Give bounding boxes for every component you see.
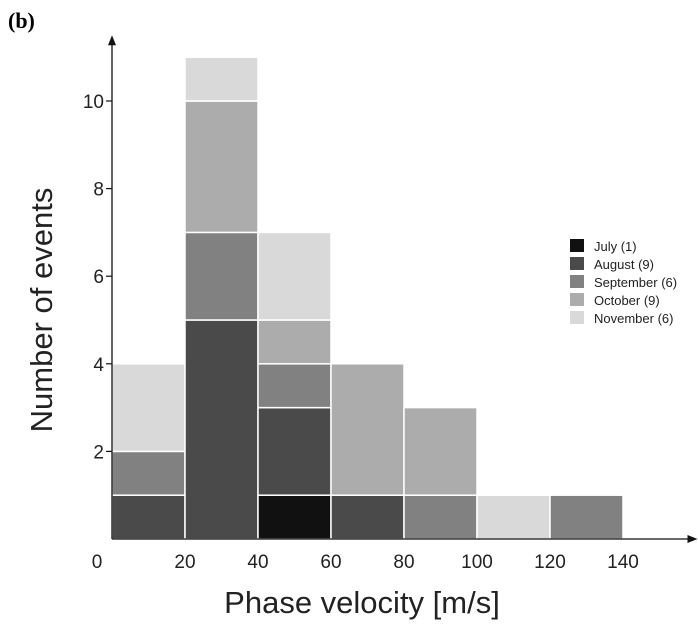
bar-segment-september-bin-0: [111, 450, 186, 496]
legend: July (1) August (9) September (6) October (…: [570, 239, 677, 326]
bar-segment-july-bin-2: [257, 494, 332, 540]
bar-segment-september-bin-6: [549, 494, 624, 540]
bar-segment-november-bin-2: [257, 231, 332, 321]
y-tick-label: 2: [93, 442, 104, 463]
bars-group: [111, 56, 624, 540]
x-tick-label: 140: [607, 552, 639, 573]
bar-segment-october-bin-2: [257, 319, 332, 365]
y-tick-label: 8: [93, 180, 104, 201]
legend-swatch: [570, 239, 584, 252]
x-tick-label: 120: [534, 552, 566, 573]
panel-label: (b): [8, 8, 35, 33]
bar-segment-october-bin-4: [403, 406, 478, 496]
legend-label: November (6): [594, 311, 673, 326]
bar-segment-september-bin-2: [257, 363, 332, 409]
bar-segment-november-bin-1: [184, 56, 259, 102]
bar-segment-september-bin-1: [184, 231, 259, 321]
y-tick-label: 4: [93, 355, 104, 376]
y-axis-title: Number of events: [24, 188, 59, 433]
bar-segment-august-bin-1: [184, 319, 259, 540]
bar-segment-august-bin-2: [257, 406, 332, 496]
axes-group: [108, 35, 698, 543]
legend-swatch: [570, 275, 584, 288]
x-tick-label: 60: [320, 552, 341, 573]
x-tick-label: 0: [92, 552, 103, 573]
x-tick-label: 40: [247, 552, 268, 573]
y-axis-arrow: [108, 35, 116, 46]
x-tick-label: 20: [174, 552, 195, 573]
legend-label: September (6): [594, 275, 677, 290]
bar-segment-october-bin-1: [184, 100, 259, 234]
bar-segment-october-bin-3: [330, 363, 405, 496]
y-tick-label: 6: [93, 267, 104, 288]
legend-label: July (1): [594, 239, 637, 254]
x-axis-arrow: [687, 535, 698, 543]
bar-segment-november-bin-5: [476, 494, 551, 540]
bar-segment-august-bin-3: [330, 494, 405, 540]
legend-label: August (9): [594, 257, 654, 272]
bar-segment-august-bin-0: [111, 494, 186, 540]
legend-swatch: [570, 257, 584, 270]
x-tick-label: 80: [393, 552, 414, 573]
legend-swatch: [570, 293, 584, 306]
x-tick-label: 100: [461, 552, 493, 573]
bar-segment-september-bin-4: [403, 494, 478, 540]
legend-swatch: [570, 311, 584, 324]
bar-segment-november-bin-0: [111, 363, 186, 453]
x-axis-title: Phase velocity [m/s]: [224, 585, 500, 620]
legend-label: October (9): [594, 293, 660, 308]
y-tick-label: 10: [83, 92, 104, 113]
